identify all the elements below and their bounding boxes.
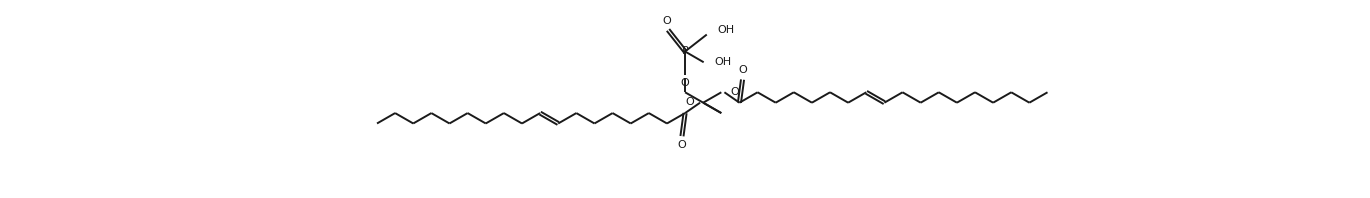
- Text: O: O: [678, 140, 686, 150]
- Text: O: O: [685, 97, 693, 107]
- Text: O: O: [730, 87, 740, 97]
- Text: OH: OH: [718, 25, 734, 35]
- Text: O: O: [662, 16, 671, 26]
- Text: P: P: [682, 47, 689, 56]
- Text: OH: OH: [715, 57, 732, 67]
- Text: O: O: [738, 65, 747, 75]
- Text: O: O: [680, 78, 689, 88]
